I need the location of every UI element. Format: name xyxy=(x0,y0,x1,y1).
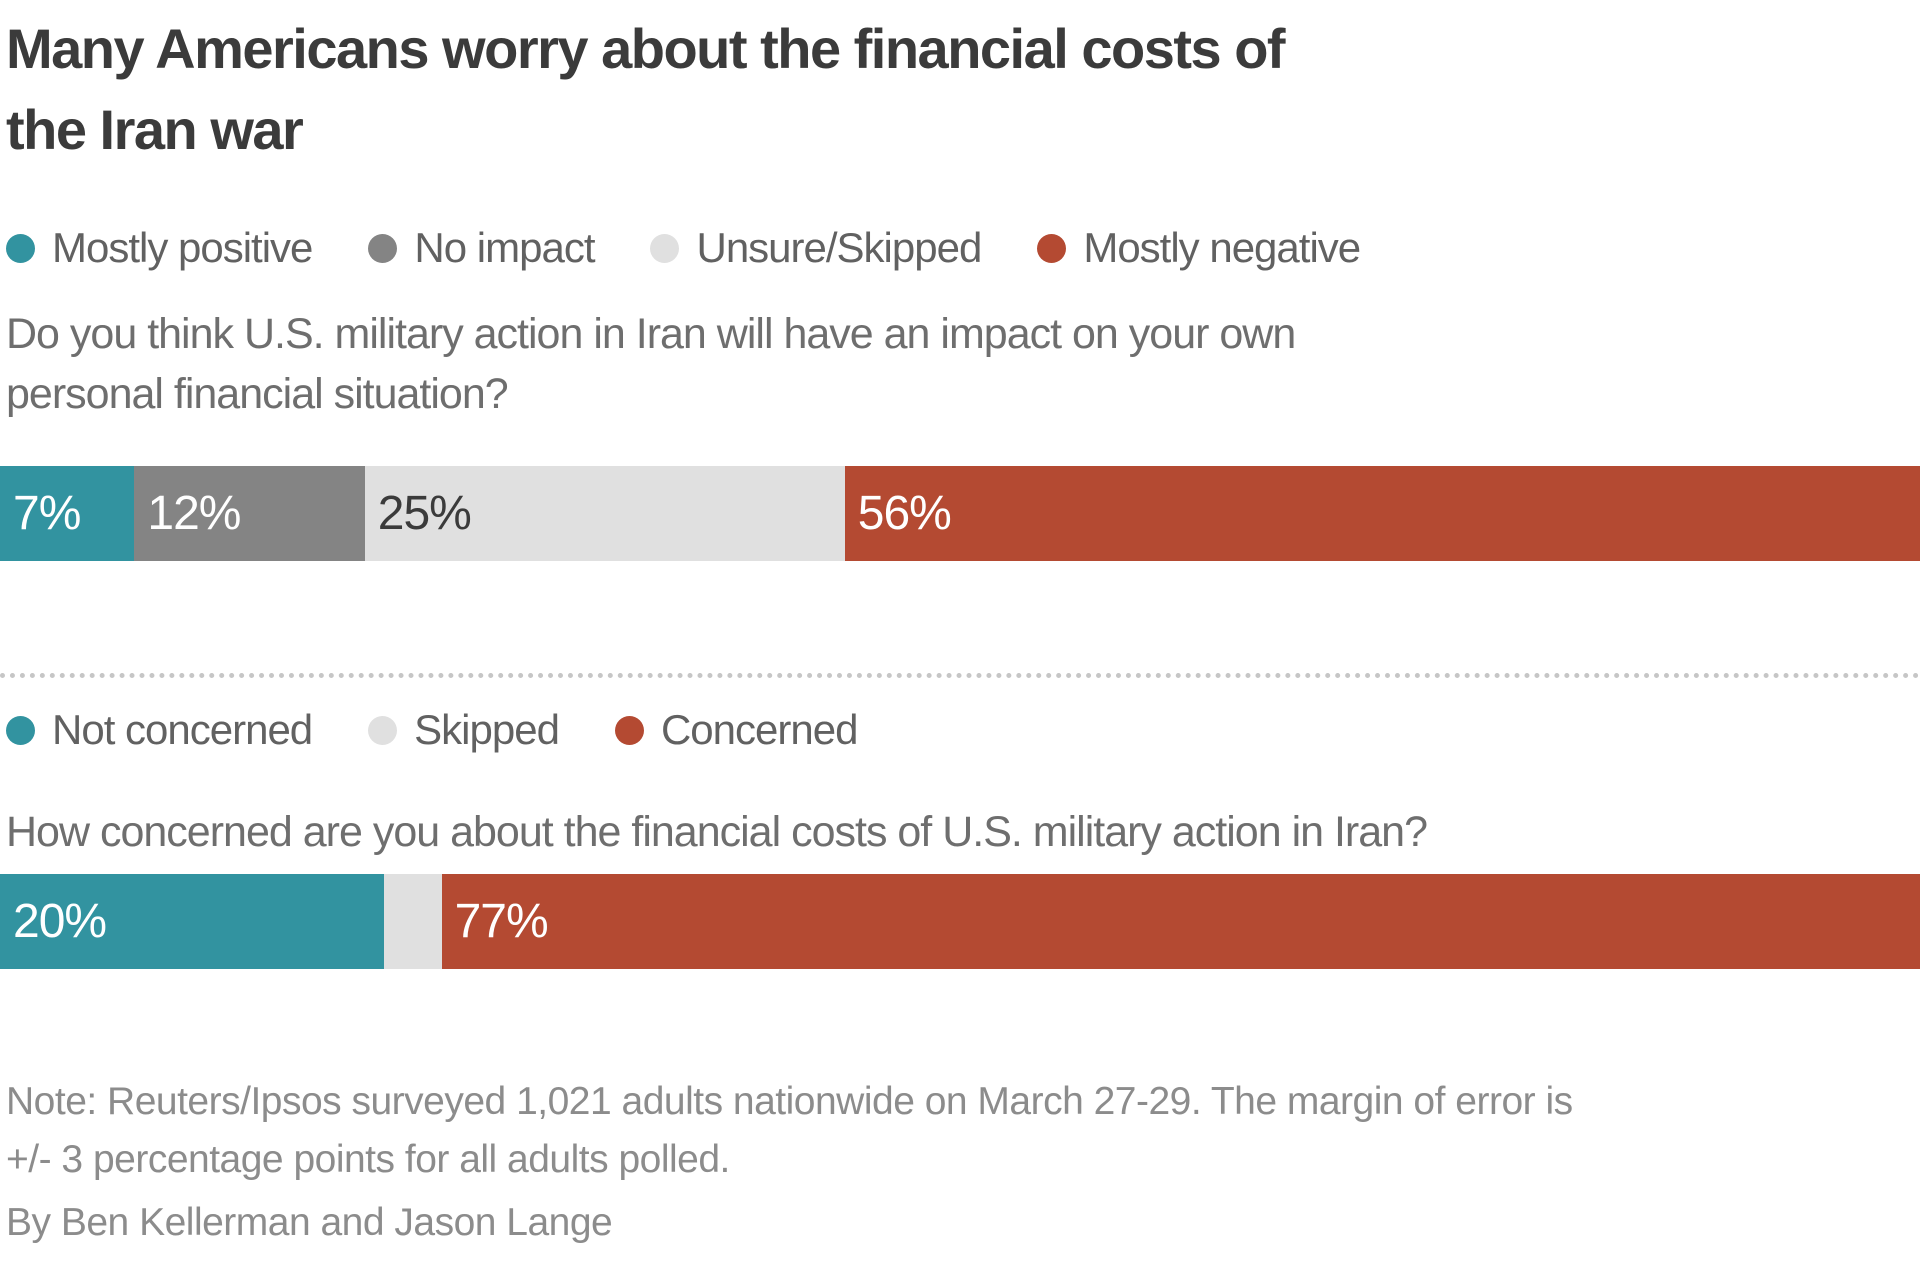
chart-title-line-1: Many Americans worry about the financial… xyxy=(6,17,1286,80)
legend-dot-icon xyxy=(650,233,680,263)
source-note-line-2: +/- 3 percentage points for all adults p… xyxy=(6,1138,730,1181)
bar-value-label: 77% xyxy=(454,895,549,948)
legend-label: Concerned xyxy=(660,706,858,753)
legend-label: Mostly positive xyxy=(52,224,313,271)
legend-item-not-concerned: Not concerned xyxy=(6,706,313,754)
source-note-line-1: Note: Reuters/Ipsos surveyed 1,021 adult… xyxy=(6,1080,1573,1123)
bar-segment-mostly-positive: 7% xyxy=(0,466,135,561)
legend-item-mostly-negative: Mostly negative xyxy=(1037,224,1361,272)
legend-dot-icon xyxy=(6,233,35,263)
question-impact-line-2: personal financial situation? xyxy=(6,370,509,418)
legend-label: Unsure/Skipped xyxy=(696,224,982,271)
bar-segment-skipped xyxy=(384,874,442,969)
bar-value-label: 56% xyxy=(857,487,952,540)
question-concern: How concerned are you about the financia… xyxy=(0,802,1920,862)
question-concern-line-1: How concerned are you about the financia… xyxy=(6,808,1428,856)
chart-title: Many Americans worry about the financial… xyxy=(0,0,1560,170)
legend-label: No impact xyxy=(414,224,595,271)
legend-label: Skipped xyxy=(414,706,560,753)
legend-dot-icon xyxy=(368,715,398,745)
stacked-bar-concern: 20% 77% xyxy=(0,874,1920,969)
legend-dot-icon xyxy=(6,715,35,745)
chart-title-line-2: the Iran war xyxy=(6,98,304,161)
legend-impact-question: Mostly positive No impact Unsure/Skipped Mo… xyxy=(0,224,1920,272)
bar-value-label: 12% xyxy=(147,487,241,540)
question-impact-line-1: Do you think U.S. military action in Ira… xyxy=(6,310,1296,358)
stacked-bar-impact: 7% 12% 25% 56% xyxy=(0,466,1920,561)
legend-item-mostly-positive: Mostly positive xyxy=(6,224,313,272)
bar-segment-not-concerned: 20% xyxy=(0,874,384,969)
legend-label: Not concerned xyxy=(52,706,313,753)
legend-dot-icon xyxy=(1037,233,1067,263)
legend-dot-icon xyxy=(368,233,398,263)
bar-segment-unsure-skipped: 25% xyxy=(364,466,845,561)
bar-segment-mostly-negative: 56% xyxy=(844,466,1920,561)
legend-dot-icon xyxy=(614,715,644,745)
byline: By Ben Kellerman and Jason Lange xyxy=(6,1201,613,1244)
legend-concern-question: Not concerned Skipped Concerned xyxy=(0,706,1920,754)
legend-label: Mostly negative xyxy=(1083,224,1361,271)
legend-item-no-impact: No impact xyxy=(368,224,595,272)
dotted-divider xyxy=(0,673,1920,678)
bar-value-label: 7% xyxy=(13,487,81,540)
bar-value-label: 20% xyxy=(13,895,107,948)
legend-item-skipped: Skipped xyxy=(368,706,560,754)
legend-item-unsure-skipped: Unsure/Skipped xyxy=(650,224,982,272)
source-note: Note: Reuters/Ipsos surveyed 1,021 adult… xyxy=(0,1073,1920,1189)
bar-value-label: 25% xyxy=(377,487,472,540)
legend-item-concerned: Concerned xyxy=(614,706,858,754)
bar-segment-no-impact: 12% xyxy=(134,466,365,561)
bar-segment-concerned: 77% xyxy=(441,874,1920,969)
question-impact: Do you think U.S. military action in Ira… xyxy=(0,304,1920,424)
